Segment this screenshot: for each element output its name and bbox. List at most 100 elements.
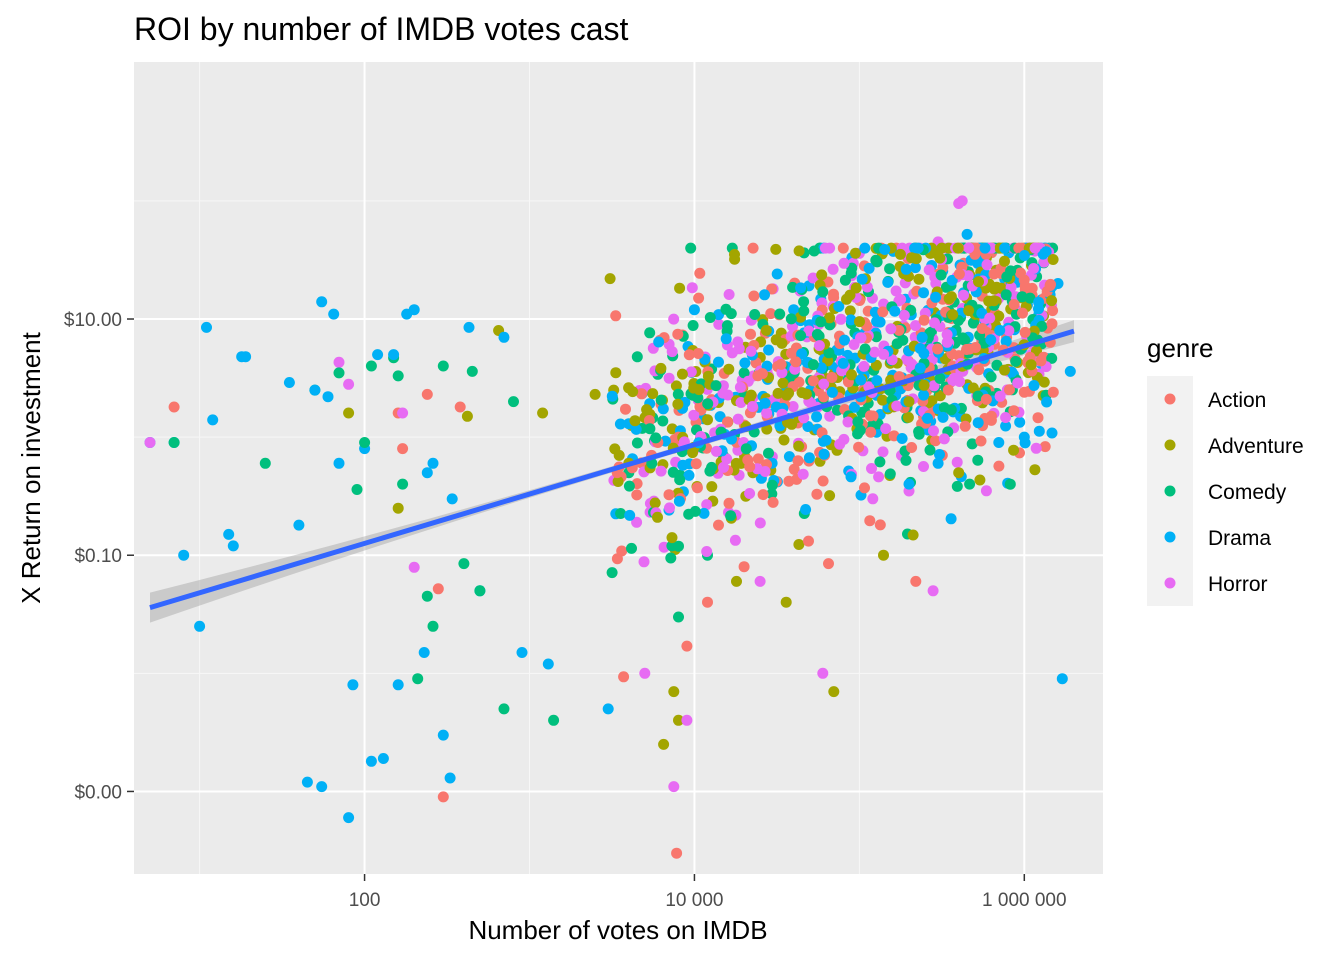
point-action [1017, 307, 1028, 319]
point-comedy [817, 286, 829, 298]
point-adventure [706, 481, 718, 493]
point-action [745, 328, 756, 340]
point-adventure [772, 387, 784, 399]
point-adventure [854, 316, 865, 328]
minor-gridlines [134, 62, 1103, 874]
point-drama [856, 273, 868, 285]
point-action [690, 458, 702, 470]
point-action [738, 561, 750, 573]
point-comedy [854, 424, 866, 436]
point-adventure [793, 539, 805, 550]
point-comedy [644, 327, 656, 339]
point-action [792, 455, 804, 467]
point-drama [673, 495, 685, 507]
point-comedy [631, 437, 643, 449]
point-drama [912, 242, 924, 254]
point-horror [745, 345, 757, 357]
point-drama [976, 307, 988, 319]
point-adventure [953, 467, 965, 479]
point-drama [688, 304, 700, 316]
point-drama [365, 755, 377, 767]
point-action [980, 393, 992, 405]
point-adventure [670, 380, 682, 392]
point-adventure [627, 386, 639, 398]
point-adventure [934, 252, 946, 264]
point-drama [882, 276, 894, 288]
point-drama [713, 356, 724, 368]
point-adventure [687, 447, 699, 459]
point-horror [754, 575, 766, 587]
point-comedy [689, 505, 701, 517]
point-adventure [604, 273, 616, 285]
point-horror [685, 366, 697, 378]
point-adventure [983, 295, 995, 307]
point-horror [761, 407, 773, 419]
point-adventure [589, 388, 601, 400]
point-horror [980, 485, 992, 497]
point-adventure [776, 337, 788, 349]
point-horror [1028, 263, 1040, 274]
point-drama [855, 374, 867, 386]
point-adventure [902, 411, 914, 423]
point-drama [961, 228, 973, 240]
point-drama [879, 244, 891, 255]
point-comedy [397, 478, 409, 490]
point-horror [824, 410, 836, 422]
legend-label-action: Action [1208, 389, 1266, 412]
point-action [976, 323, 988, 334]
point-drama [437, 729, 449, 741]
point-drama [283, 377, 295, 388]
point-comedy [351, 484, 363, 495]
x-tick-label: 1 000 000 [982, 890, 1067, 911]
point-comedy [1016, 291, 1028, 303]
point-comedy [972, 390, 984, 402]
point-comedy [884, 263, 896, 275]
point-adventure [610, 367, 622, 379]
point-drama [1033, 425, 1045, 437]
point-drama [993, 437, 1005, 448]
point-horror [954, 376, 966, 387]
legend-title: genre [1147, 333, 1214, 363]
point-adventure [702, 370, 714, 382]
point-action [723, 497, 735, 509]
point-comedy [427, 620, 439, 632]
point-action [959, 420, 971, 432]
point-drama [1046, 427, 1058, 439]
point-action [643, 415, 655, 426]
point-action [618, 671, 630, 683]
point-adventure [647, 388, 659, 400]
point-drama [418, 647, 430, 658]
point-comedy [437, 360, 449, 372]
point-adventure [800, 388, 812, 400]
legend-key-drama [1164, 531, 1176, 543]
point-drama [657, 403, 669, 415]
point-action [747, 242, 759, 254]
point-drama [1064, 365, 1076, 377]
point-drama [446, 493, 458, 505]
point-drama [1014, 416, 1026, 428]
point-horror [663, 372, 675, 384]
point-adventure [770, 243, 782, 255]
point-horror [906, 358, 918, 370]
point-horror [1030, 442, 1042, 454]
point-drama [316, 296, 328, 308]
point-action [636, 388, 648, 400]
point-horror [807, 272, 819, 284]
point-comedy [710, 380, 722, 392]
point-action [702, 596, 713, 608]
point-adventure [641, 404, 653, 416]
point-comedy [874, 456, 886, 468]
point-action [811, 488, 823, 500]
x-tick-label: 100 [349, 890, 381, 911]
point-adventure [658, 738, 670, 750]
point-drama [328, 308, 340, 320]
point-action [437, 791, 449, 803]
point-adventure [824, 490, 836, 502]
point-drama [811, 411, 823, 423]
point-adventure [936, 242, 948, 254]
point-adventure [343, 407, 355, 419]
point-drama [763, 344, 775, 356]
point-action [953, 268, 965, 280]
point-horror [861, 281, 873, 293]
